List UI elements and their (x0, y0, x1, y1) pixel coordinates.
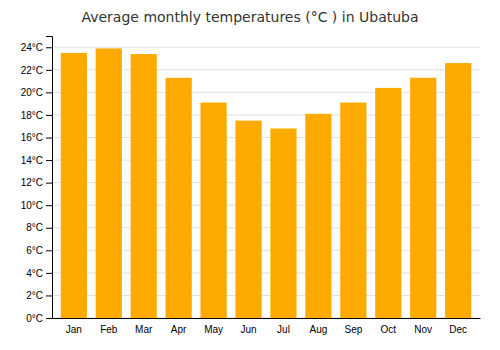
tick-mark (46, 70, 52, 71)
tick-mark (46, 318, 52, 319)
tick: 4°C (26, 268, 52, 279)
tick-mark (46, 47, 52, 48)
title: Average monthly temperatures (°C ) in Ub… (81, 9, 418, 25)
tick-mark (46, 92, 52, 93)
bars (61, 48, 472, 318)
tick-label: Jul (277, 324, 290, 335)
tick-label: 18°C (21, 110, 43, 121)
tick-mark (46, 138, 52, 139)
tick-mark (46, 115, 52, 116)
tick-label: 10°C (21, 200, 43, 211)
tick-label: 14°C (21, 155, 43, 166)
tick-label: Feb (100, 324, 118, 335)
tick-label: Mar (135, 324, 153, 335)
tick-mark (46, 250, 52, 251)
axis-line (53, 318, 481, 319)
tick: 8°C (26, 222, 52, 233)
tick-label: 24°C (21, 42, 43, 53)
chart: Jan Feb Mar Apr May Jun Jul Aug Sep Oct Nov Dec 0°C 2… (0, 0, 500, 350)
tick: Jul (277, 324, 290, 335)
tick: 0°C (26, 313, 52, 324)
tick-label: Jun (240, 324, 256, 335)
bar (410, 78, 436, 318)
tick: 20°C (21, 87, 52, 98)
tick-label: 0°C (26, 313, 43, 324)
bar (235, 121, 261, 318)
tick: 24°C (21, 42, 52, 53)
bar (96, 48, 122, 318)
bar (270, 128, 296, 318)
tick: Jan (66, 324, 82, 335)
bar (166, 78, 192, 318)
tick: 10°C (21, 200, 52, 211)
tick: Feb (100, 324, 118, 335)
tick: 12°C (21, 177, 52, 188)
tick-mark (46, 160, 52, 161)
tick: 18°C (21, 110, 52, 121)
bar (131, 54, 157, 318)
bar (305, 114, 331, 318)
tick-label: Jan (66, 324, 82, 335)
y-axis: 0°C 2°C 4°C 6°C 8°C 10°C 12°C 14°C 16°C 18°C 20°C 2… (21, 37, 53, 324)
tick: Sep (344, 324, 362, 335)
bar (61, 53, 87, 318)
bar (200, 103, 226, 318)
tick: Dec (449, 324, 467, 335)
axis-line (46, 37, 53, 319)
tick: May (204, 324, 223, 335)
grid (52, 47, 480, 318)
tick: 6°C (26, 245, 52, 256)
tick-label: 12°C (21, 177, 43, 188)
tick: Nov (414, 324, 432, 335)
tick: Oct (381, 324, 397, 335)
tick-label: 22°C (21, 65, 43, 76)
tick-label: 6°C (26, 245, 43, 256)
tick-label: Sep (344, 324, 362, 335)
grid-line (52, 47, 480, 48)
tick-label: Oct (381, 324, 397, 335)
tick-label: 20°C (21, 87, 43, 98)
tick: 2°C (26, 290, 52, 301)
tick-label: Dec (449, 324, 467, 335)
plot: Jan Feb Mar Apr May Jun Jul Aug Sep Oct Nov Dec 0°C 2… (21, 37, 481, 336)
bar (375, 88, 401, 318)
tick: 22°C (21, 65, 52, 76)
tick: Aug (310, 324, 328, 335)
tick-label: Nov (414, 324, 432, 335)
tick-label: Aug (310, 324, 328, 335)
tick: 14°C (21, 155, 52, 166)
bar (340, 103, 366, 318)
tick-label: 4°C (26, 268, 43, 279)
tick-mark (46, 183, 52, 184)
tick-label: 16°C (21, 132, 43, 143)
tick: Jun (240, 324, 256, 335)
tick: Apr (171, 324, 187, 335)
x-axis: Jan Feb Mar Apr May Jun Jul Aug Sep Oct Nov Dec (53, 319, 481, 336)
tick-mark (46, 228, 52, 229)
tick-mark (46, 273, 52, 274)
tick-mark (46, 295, 52, 296)
tick: Mar (135, 324, 153, 335)
bar (445, 63, 471, 318)
tick-label: 8°C (26, 222, 43, 233)
tick-label: May (204, 324, 223, 335)
tick-label: Apr (171, 324, 187, 335)
tick-label: 2°C (26, 290, 43, 301)
tick-mark (46, 205, 52, 206)
tick: 16°C (21, 132, 52, 143)
